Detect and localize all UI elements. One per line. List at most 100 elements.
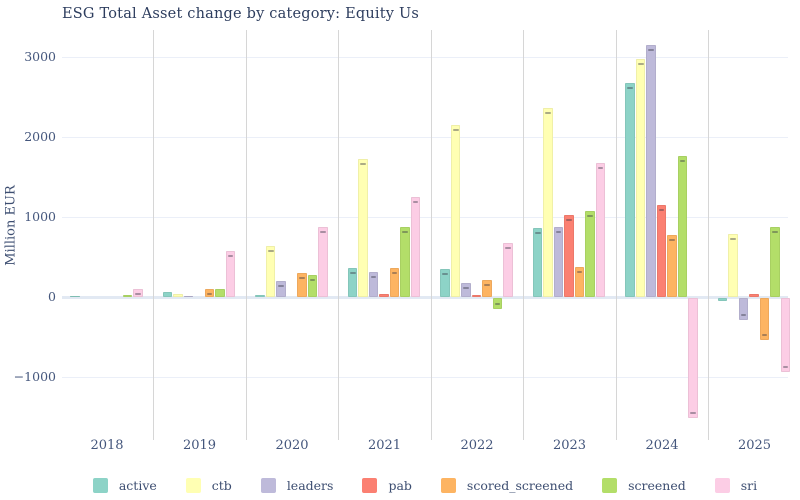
bar-value-label <box>772 230 778 233</box>
bar-value-label <box>566 218 572 221</box>
bar-ctb-2023[interactable] <box>543 108 553 297</box>
group-separator-line <box>153 30 155 440</box>
bar-active-2018[interactable] <box>70 296 80 298</box>
bar-pab-2025[interactable] <box>749 294 759 297</box>
x-tick-label: 2019 <box>182 438 217 453</box>
bar-active-2024[interactable] <box>625 82 635 297</box>
bar-sri-2018[interactable] <box>133 289 143 297</box>
bar-pab-2021[interactable] <box>379 293 389 297</box>
legend-label: leaders <box>286 477 334 493</box>
bar-sri-2025[interactable] <box>780 298 791 373</box>
bar-ctb-2021[interactable] <box>358 159 368 297</box>
bar-value-label <box>730 237 736 240</box>
bar-sri-2021[interactable] <box>410 197 421 297</box>
bar-scored_screened-2022[interactable] <box>482 280 492 297</box>
bar-active-2021[interactable] <box>347 267 358 297</box>
bar-pab-2022[interactable] <box>471 295 482 297</box>
bar-screened-2019[interactable] <box>215 289 225 297</box>
x-tick-label: 2020 <box>275 438 309 453</box>
group-separator-line <box>430 30 432 440</box>
bar-active-2019[interactable] <box>162 291 173 297</box>
bar-pab-2024[interactable] <box>656 205 667 297</box>
bar-ctb-2019[interactable] <box>173 294 183 297</box>
x-tick-label: 2022 <box>460 438 494 453</box>
bar-value-label <box>505 246 511 249</box>
bar-scored_screened-2023[interactable] <box>574 267 585 297</box>
legend-label: ctb <box>211 477 232 493</box>
bar-scored_screened-2024[interactable] <box>667 234 677 297</box>
group-separator-line <box>245 30 247 440</box>
bar-value-label <box>370 275 377 278</box>
bar-leaders-2022[interactable] <box>461 283 471 297</box>
bar-screened-2022[interactable] <box>492 298 503 310</box>
bar-pab-2023[interactable] <box>564 214 574 297</box>
y-tick-label: −1000 <box>13 369 56 384</box>
bar-screened-2021[interactable] <box>400 227 410 297</box>
x-tick-label: 2025 <box>737 438 772 453</box>
bar-value-label <box>669 238 675 241</box>
bar-value-label <box>299 277 305 279</box>
y-tick-label: 1000 <box>24 209 56 224</box>
bar-scored_screened-2019[interactable] <box>204 288 215 297</box>
bar-value-label <box>576 271 583 274</box>
bar-sri-2022[interactable] <box>503 242 513 297</box>
y-tick-label: 3000 <box>24 49 56 64</box>
gridline <box>62 377 788 378</box>
bar-screened-2020[interactable] <box>307 275 318 297</box>
y-tick-label: 0 <box>48 289 56 304</box>
zero-gridline <box>62 296 788 299</box>
bar-value-label <box>391 271 398 274</box>
bar-active-2023[interactable] <box>532 227 543 297</box>
bar-screened-2024[interactable] <box>677 156 688 297</box>
bar-sri-2019[interactable] <box>225 250 236 297</box>
legend-item-leaders[interactable]: leaders <box>260 477 334 493</box>
bar-leaders-2023[interactable] <box>553 227 564 297</box>
bar-leaders-2025[interactable] <box>738 298 749 321</box>
plot-area[interactable] <box>62 30 791 440</box>
bar-active-2022[interactable] <box>440 269 450 297</box>
bar-scored_screened-2020[interactable] <box>297 273 307 297</box>
legend-item-pab[interactable]: pab <box>362 477 412 493</box>
legend-item-scored_screened[interactable]: scored_screened <box>440 477 573 493</box>
bar-scored_screened-2025[interactable] <box>759 298 770 341</box>
bar-screened-2023[interactable] <box>585 210 595 297</box>
legend-swatch-screened <box>602 477 618 493</box>
bar-value-label <box>597 166 604 169</box>
bar-ctb-2022[interactable] <box>450 125 461 297</box>
bar-ctb-2024[interactable] <box>635 58 646 297</box>
legend: active ctb leaders pab scored_screened screen… <box>62 472 788 498</box>
bar-leaders-2019[interactable] <box>183 295 194 297</box>
bar-ctb-2020[interactable] <box>265 245 276 297</box>
bar-sri-2020[interactable] <box>318 227 328 297</box>
bar-value-label <box>320 231 326 234</box>
bar-screened-2018[interactable] <box>122 294 133 297</box>
bar-leaders-2021[interactable] <box>368 271 379 297</box>
bar-value-label <box>658 209 665 211</box>
x-tick-label: 2021 <box>367 438 402 453</box>
bar-leaders-2020[interactable] <box>276 281 286 297</box>
bar-active-2025[interactable] <box>717 298 728 302</box>
legend-item-ctb[interactable]: ctb <box>185 477 232 493</box>
bar-ctb-2025[interactable] <box>728 233 738 297</box>
bar-value-label <box>627 86 634 89</box>
bar-screened-2025[interactable] <box>770 226 780 297</box>
legend-swatch-ctb <box>185 477 201 493</box>
bar-leaders-2024[interactable] <box>646 44 656 297</box>
bar-value-label <box>206 292 213 295</box>
legend-item-active[interactable]: active <box>92 477 157 493</box>
bar-value-label <box>452 129 459 131</box>
bar-value-label <box>555 231 562 233</box>
legend-item-screened[interactable]: screened <box>602 477 686 493</box>
bar-value-label <box>278 285 284 287</box>
bar-value-label <box>690 412 696 414</box>
bar-sri-2023[interactable] <box>595 162 606 297</box>
chart-title: ESG Total Asset change by category: Equi… <box>62 6 420 22</box>
bar-value-label <box>484 284 490 287</box>
group-separator-line <box>338 30 340 440</box>
bar-sri-2024[interactable] <box>688 298 698 418</box>
bar-scored_screened-2021[interactable] <box>389 267 400 297</box>
bar-active-2020[interactable] <box>255 294 265 297</box>
x-tick-label: 2024 <box>645 438 679 453</box>
legend-item-sri[interactable]: sri <box>714 477 757 493</box>
bar-value-label <box>463 287 469 290</box>
